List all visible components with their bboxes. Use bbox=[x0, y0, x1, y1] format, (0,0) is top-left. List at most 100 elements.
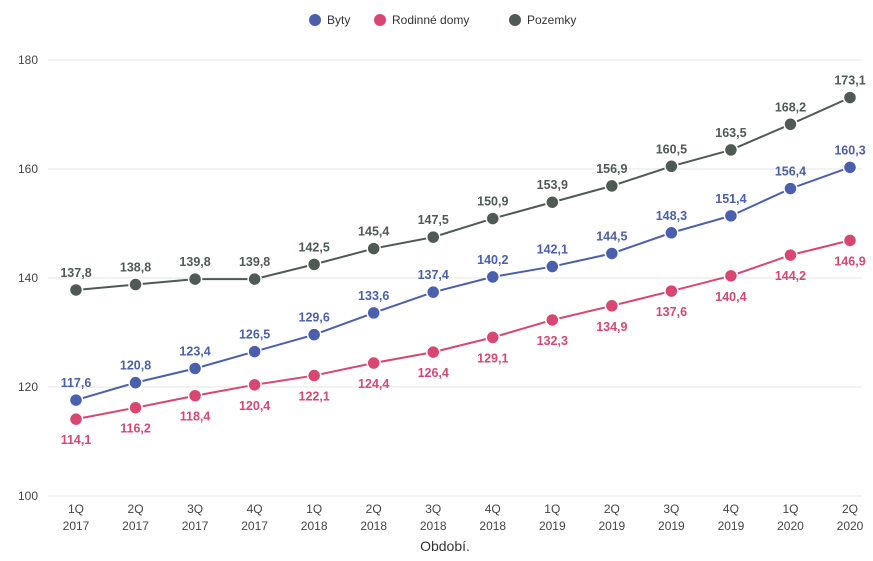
x-tick-year: 2018 bbox=[479, 519, 506, 533]
data-point bbox=[545, 194, 560, 210]
data-label: 147,5 bbox=[418, 213, 449, 227]
x-tick-quarter: 4Q bbox=[485, 502, 501, 516]
data-point bbox=[545, 312, 560, 328]
data-point bbox=[247, 271, 262, 287]
data-label: 150,9 bbox=[477, 195, 508, 209]
x-tick-year: 2017 bbox=[182, 519, 209, 533]
legend-marker bbox=[374, 14, 386, 26]
legend-marker bbox=[509, 14, 521, 26]
data-label: 117,6 bbox=[61, 376, 92, 390]
data-point bbox=[485, 330, 501, 345]
data-label: 137,6 bbox=[656, 305, 687, 319]
data-label: 116,2 bbox=[120, 422, 151, 436]
x-tick-quarter: 4Q bbox=[723, 502, 739, 516]
series-line-2 bbox=[75, 96, 851, 291]
data-point bbox=[187, 361, 203, 376]
data-point bbox=[604, 178, 620, 194]
x-tick-year: 2019 bbox=[598, 519, 625, 533]
y-tick-label: 180 bbox=[18, 53, 38, 67]
data-label: 156,4 bbox=[775, 165, 806, 179]
data-label: 137,8 bbox=[60, 266, 91, 280]
x-axis: 1Q 2017 2Q 2017 3Q 2017 4Q 2017 1Q 2018 2Q 2018 3Q 20… bbox=[63, 502, 864, 533]
data-point bbox=[68, 392, 84, 408]
data-label: 139,8 bbox=[239, 255, 270, 269]
legend-label: Pozemky bbox=[527, 13, 576, 27]
data-point bbox=[68, 411, 84, 427]
data-label: 138,8 bbox=[120, 261, 151, 275]
data-label: 134,9 bbox=[596, 320, 627, 334]
data-label: 151,4 bbox=[715, 192, 746, 206]
data-point bbox=[247, 344, 262, 359]
data-label: 173,1 bbox=[834, 74, 865, 88]
x-tick-year: 2018 bbox=[301, 519, 328, 533]
y-tick-label: 100 bbox=[18, 489, 38, 503]
data-point bbox=[545, 259, 560, 274]
x-tick-quarter: 3Q bbox=[425, 502, 441, 516]
x-tick-quarter: 2Q bbox=[366, 502, 382, 516]
data-point bbox=[425, 284, 441, 300]
data-point bbox=[485, 211, 501, 226]
data-label: 137,4 bbox=[418, 268, 449, 282]
data-point bbox=[485, 269, 501, 285]
data-point bbox=[128, 277, 143, 292]
data-label: 148,3 bbox=[656, 209, 687, 223]
data-label: 129,1 bbox=[477, 351, 508, 365]
data-point bbox=[366, 355, 381, 371]
data-point bbox=[783, 117, 798, 132]
data-point bbox=[664, 159, 679, 174]
series-line-1 bbox=[75, 239, 851, 421]
x-tick-quarter: 3Q bbox=[187, 502, 203, 516]
data-label: 153,9 bbox=[537, 178, 568, 192]
data-point bbox=[128, 375, 143, 390]
y-tick-label: 140 bbox=[18, 271, 38, 285]
x-tick-quarter: 4Q bbox=[247, 502, 263, 516]
data-point bbox=[664, 283, 679, 299]
data-label: 140,4 bbox=[715, 290, 746, 304]
x-tick-quarter: 2Q bbox=[604, 502, 620, 516]
data-point bbox=[306, 257, 322, 272]
data-point bbox=[604, 246, 620, 261]
x-axis-title: Období. bbox=[420, 538, 470, 554]
data-label: 156,9 bbox=[596, 162, 627, 176]
data-label: 114,1 bbox=[61, 433, 92, 447]
data-point bbox=[187, 388, 203, 403]
data-label: 120,8 bbox=[120, 359, 151, 373]
x-tick-quarter: 1Q bbox=[306, 502, 322, 516]
y-axis: 100 120 140 160 180 bbox=[18, 53, 38, 503]
data-point bbox=[425, 344, 441, 360]
data-label: 163,5 bbox=[715, 126, 746, 140]
data-label: 129,6 bbox=[299, 311, 330, 325]
data-point bbox=[187, 271, 203, 287]
data-label: 120,4 bbox=[239, 399, 270, 413]
x-tick-year: 2017 bbox=[241, 519, 268, 533]
data-point bbox=[425, 229, 441, 245]
data-point bbox=[128, 400, 143, 415]
x-tick-year: 2020 bbox=[777, 519, 804, 533]
x-tick-quarter: 2Q bbox=[128, 502, 144, 516]
data-point bbox=[306, 327, 322, 342]
data-label: 124,4 bbox=[358, 377, 389, 391]
legend: Byty Rodinné domy Pozemky bbox=[309, 13, 576, 27]
x-tick-year: 2018 bbox=[360, 519, 387, 533]
data-point bbox=[783, 247, 798, 263]
x-tick-quarter: 3Q bbox=[663, 502, 679, 516]
data-point bbox=[723, 268, 739, 284]
data-label: 168,2 bbox=[775, 100, 806, 114]
data-label: 133,6 bbox=[358, 289, 389, 303]
data-label: 123,4 bbox=[179, 344, 210, 358]
data-label: 126,5 bbox=[239, 328, 270, 342]
legend-label: Byty bbox=[327, 13, 350, 27]
data-point bbox=[306, 368, 322, 383]
x-tick-quarter: 1Q bbox=[544, 502, 560, 516]
data-label: 140,2 bbox=[477, 253, 508, 267]
data-point bbox=[366, 241, 381, 256]
data-label: 118,4 bbox=[180, 410, 211, 424]
x-tick-year: 2019 bbox=[718, 519, 745, 533]
data-label: 142,5 bbox=[299, 240, 330, 254]
data-label: 160,5 bbox=[656, 142, 687, 156]
data-label: 139,8 bbox=[179, 255, 210, 269]
x-tick-quarter: 1Q bbox=[68, 502, 84, 516]
data-point bbox=[842, 233, 858, 248]
data-point bbox=[664, 225, 679, 241]
